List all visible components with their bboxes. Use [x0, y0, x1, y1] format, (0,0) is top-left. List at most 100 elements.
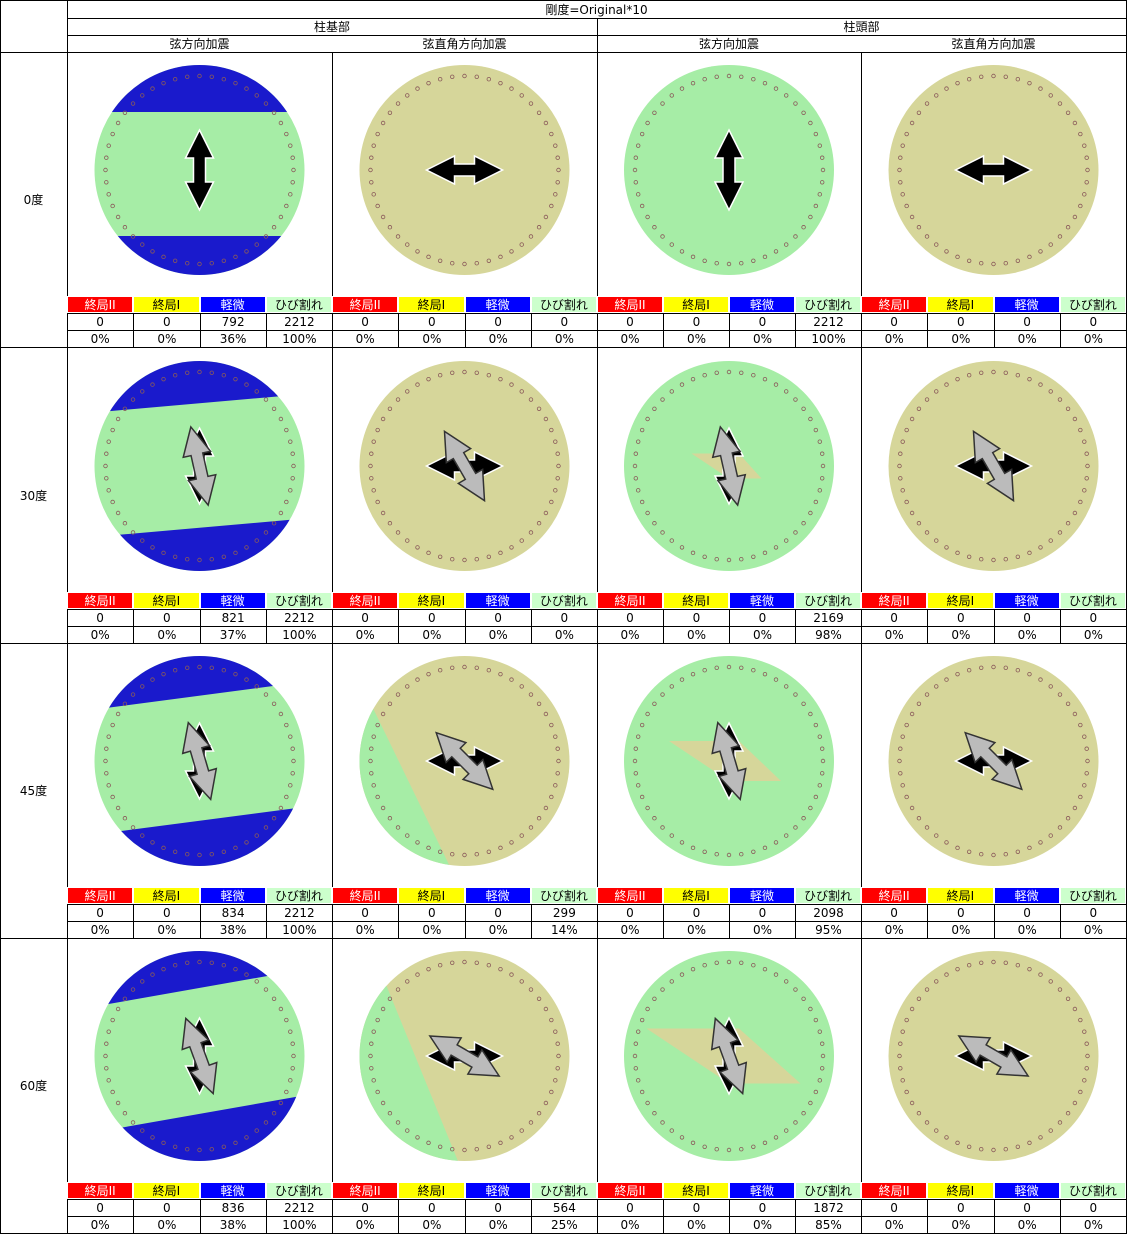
rebar [1082, 734, 1087, 739]
rebar [368, 463, 373, 469]
count: 0 [530, 609, 597, 626]
count: 0 [993, 1199, 1060, 1216]
rebar [450, 74, 455, 80]
rebar [813, 427, 819, 433]
rebar [197, 852, 202, 858]
rebar [813, 131, 819, 137]
rebar [254, 684, 259, 689]
rebar [702, 849, 707, 854]
rebar [1048, 389, 1053, 394]
rebar [1027, 550, 1032, 556]
rebar [808, 1100, 813, 1106]
legend-label: 終局I [927, 592, 994, 609]
rebar [553, 439, 558, 444]
rebar [233, 550, 238, 556]
rule [597, 904, 861, 905]
count: 0 [133, 313, 199, 330]
rebar [819, 155, 825, 160]
rebar [254, 538, 259, 543]
rebar [555, 746, 560, 751]
rebar [1048, 93, 1053, 98]
rebar [369, 771, 374, 776]
rebar [652, 406, 657, 411]
rebar [1085, 463, 1090, 469]
rebar [900, 734, 905, 739]
percent: 0% [90, 331, 110, 346]
legend-label: 軽微 [993, 887, 1060, 904]
rebar [209, 74, 214, 80]
rebar [801, 225, 806, 230]
count: 0 [927, 609, 993, 626]
legend-label: 終局II [332, 1182, 399, 1199]
rebar [369, 180, 374, 185]
rebar [924, 530, 930, 535]
rebar [944, 382, 949, 387]
rebar [904, 794, 909, 800]
rebar [955, 671, 960, 677]
rebar [278, 711, 284, 717]
rebar [519, 242, 524, 247]
percent: 0% [620, 627, 640, 642]
rebar [122, 406, 128, 411]
rebar [462, 261, 467, 267]
rebar [1084, 451, 1089, 456]
percent: 0% [884, 1217, 904, 1232]
rebar [150, 249, 155, 254]
percent: 0% [355, 627, 375, 642]
rebar [714, 1146, 719, 1152]
rebar [1027, 845, 1032, 851]
rebar [904, 203, 909, 209]
rebar [904, 1089, 909, 1095]
rebar [450, 960, 455, 966]
rebar [415, 677, 420, 682]
rebar [660, 101, 665, 106]
rebar [405, 684, 410, 689]
rebar [660, 397, 665, 402]
rebar [801, 701, 806, 706]
rebar [669, 833, 674, 838]
count: 0 [361, 610, 369, 625]
rebar [784, 1128, 789, 1133]
rebar [1038, 249, 1043, 254]
rebar [1027, 1140, 1032, 1146]
rebar [1084, 1066, 1089, 1071]
rebar [549, 131, 554, 137]
rebar [375, 1017, 380, 1023]
rebar [1015, 849, 1021, 854]
rebar [632, 758, 638, 764]
rebar [405, 979, 410, 984]
rebar [150, 545, 155, 550]
rebar [528, 101, 534, 106]
rule [0, 52, 67, 53]
percent: 85% [795, 1216, 861, 1233]
rebar [284, 1089, 289, 1095]
rebar [437, 1144, 443, 1149]
rebar [808, 711, 813, 717]
rebar [1003, 665, 1008, 671]
rebar [900, 143, 905, 148]
rebar [916, 1111, 922, 1116]
rebar [291, 167, 296, 173]
rebar [819, 476, 825, 481]
percent: 0% [729, 626, 795, 643]
rebar [122, 816, 128, 821]
rebar [819, 1066, 825, 1071]
rule [67, 348, 68, 643]
rebar [371, 1078, 376, 1083]
rebar [553, 783, 558, 788]
count: 0 [890, 905, 898, 920]
rebar [106, 1029, 111, 1034]
rebar [172, 963, 178, 968]
rebar [714, 370, 719, 376]
rebar [1072, 214, 1078, 220]
rebar [1082, 1078, 1087, 1083]
rebar [739, 370, 744, 376]
rebar [660, 1120, 665, 1125]
rebar [633, 155, 639, 160]
rebar [1015, 963, 1021, 968]
rebar [284, 203, 289, 209]
rebar [639, 1089, 645, 1095]
rebar [726, 261, 732, 267]
rebar [437, 258, 443, 263]
rebar [690, 254, 696, 260]
